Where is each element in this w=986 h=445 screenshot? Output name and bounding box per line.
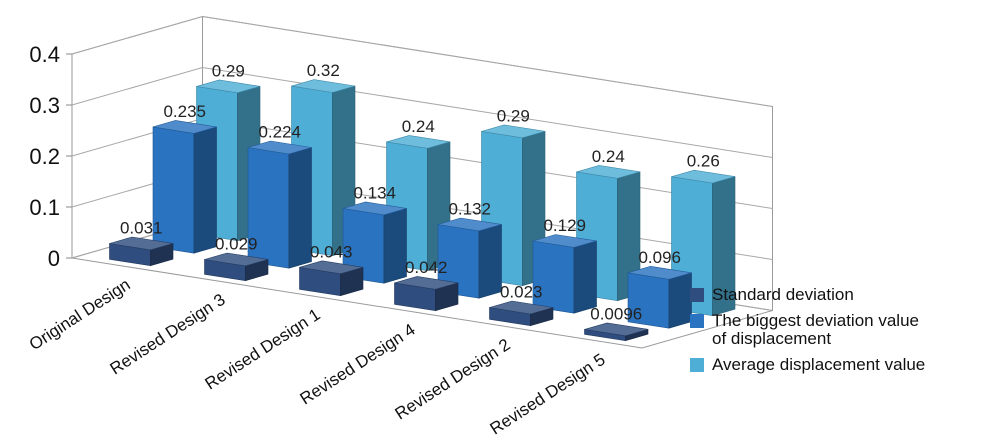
legend-swatch — [690, 314, 704, 328]
bar: 0.031 — [109, 218, 174, 267]
bar-top-face — [532, 234, 597, 248]
x-tick-label: Revised Design 1 — [202, 305, 324, 394]
bar: 0.24 — [386, 117, 451, 272]
legend-label: The biggest deviation value of displacem… — [712, 311, 919, 348]
y-tick-label: 0.4 — [29, 42, 60, 67]
data-label: 0.134 — [353, 183, 396, 202]
data-label: 0.132 — [448, 199, 491, 218]
bar: 0.235 — [152, 102, 217, 254]
bar-top-face — [627, 265, 692, 280]
data-label: 0.235 — [163, 102, 206, 121]
bar-top-face — [342, 201, 407, 216]
x-tick-label: Revised Design 2 — [392, 335, 514, 424]
x-tick-label: Original Design — [26, 275, 134, 354]
bar-top-face — [291, 79, 356, 93]
data-label: 0.029 — [215, 234, 258, 253]
x-tick-label: Revised Design 3 — [107, 290, 229, 379]
legend-item-biggest-deviation: The biggest deviation value of displacem… — [690, 312, 922, 348]
bar-front-face — [532, 240, 575, 314]
bar-side-face — [288, 147, 312, 269]
legend-label: Standard deviation — [712, 285, 854, 304]
bar-top-face — [394, 276, 459, 290]
bar-top-face — [576, 165, 641, 179]
data-label: 0.24 — [592, 147, 625, 166]
bar-top-face — [386, 135, 451, 149]
data-label: 0.129 — [543, 216, 586, 235]
data-label: 0.224 — [258, 123, 301, 142]
bar: 0.0096 — [584, 304, 649, 342]
y-tick-label: 0.2 — [29, 144, 60, 169]
bar-side-face — [478, 224, 502, 299]
data-label: 0.32 — [307, 61, 340, 80]
bar-top-face — [109, 236, 174, 251]
gridline — [71, 15, 773, 107]
y-tick-label: 0 — [48, 246, 60, 271]
data-label: 0.0096 — [590, 304, 642, 323]
bar-top-face — [196, 79, 261, 94]
data-label: 0.29 — [497, 106, 530, 125]
legend-label: Average displacement value — [712, 355, 926, 374]
bar: 0.224 — [247, 123, 312, 269]
legend: Standard deviation The biggest deviation… — [690, 286, 980, 382]
y-axis-ticks: 0 0.1 0.2 0.3 0.4 — [29, 42, 60, 271]
bar-top-face — [247, 140, 312, 155]
bars: 0.29 0.32 0.24 0.29 0.24 0.26 0.235 0.224 0.134 0… — [109, 61, 736, 342]
data-label: 0.26 — [687, 152, 720, 171]
legend-item-average-displacement: Average displacement value — [690, 356, 980, 374]
data-label: 0.29 — [212, 61, 245, 80]
data-label: 0.096 — [638, 248, 681, 267]
data-label: 0.24 — [402, 117, 435, 136]
bar-top-face — [489, 300, 554, 315]
bar: 0.029 — [204, 234, 269, 282]
bar: 0.043 — [299, 242, 364, 297]
bar-top-face — [437, 217, 502, 232]
bar: 0.129 — [532, 216, 597, 314]
bar-side-face — [573, 240, 597, 314]
data-label: 0.043 — [310, 242, 353, 261]
bar-side-face — [383, 208, 407, 284]
bar-side-face — [193, 126, 217, 254]
gridline — [71, 66, 773, 158]
data-label: 0.031 — [120, 218, 163, 237]
legend-swatch — [690, 358, 704, 372]
data-label: 0.042 — [405, 258, 448, 277]
bar: 0.023 — [489, 283, 554, 327]
bar-side-face — [668, 272, 692, 329]
data-label: 0.023 — [500, 283, 543, 302]
bar: 0.096 — [627, 248, 692, 329]
legend-item-standard-deviation: Standard deviation — [690, 286, 980, 304]
legend-swatch — [690, 288, 704, 302]
bar: 0.132 — [437, 199, 502, 299]
bar-top-face — [299, 260, 364, 275]
bar-top-face — [152, 120, 217, 134]
bar-top-face — [584, 322, 649, 337]
y-tick-label: 0.3 — [29, 93, 60, 118]
bar-top-face — [481, 124, 546, 139]
bar-top-face — [204, 252, 269, 267]
x-tick-label: Revised Design 5 — [487, 350, 609, 439]
bar: 0.134 — [342, 183, 407, 284]
x-tick-label: Revised Design 4 — [297, 320, 419, 409]
bar: 0.042 — [394, 258, 459, 312]
bar-top-face — [671, 169, 736, 184]
y-tick-label: 0.1 — [29, 195, 60, 220]
